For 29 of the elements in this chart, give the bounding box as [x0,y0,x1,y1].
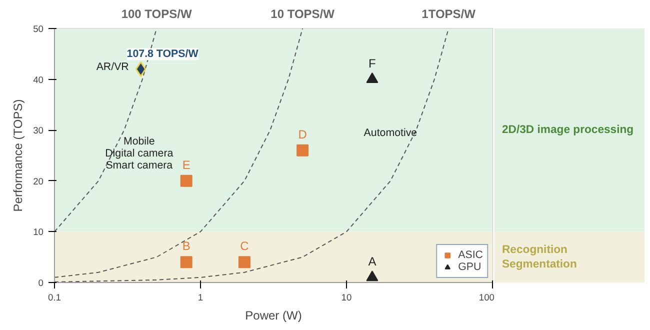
x-tick-label: 10 [341,292,352,302]
y-tick-label: 20 [33,176,44,186]
series-label: 1TOPS/W [422,6,476,21]
x-axis-title: Power (W) [245,308,302,322]
series-label: 10 TOPS/W [270,6,336,21]
annotation: Automotive [364,127,418,140]
legend-label: GPU [458,261,482,273]
annotation: C [240,239,250,254]
x-tick-label: 100 [478,292,495,302]
annotation: B [182,239,190,254]
annotation: Mobile Digital camera Smart camera [105,136,174,172]
y-tick-label: 50 [33,24,44,34]
annotation: AR/VR [96,61,130,74]
annotation: F [368,56,376,70]
y-tick-label: 40 [33,74,44,85]
series-label: 100 TOPS/W [121,6,192,21]
x-tick-label: 0.1 [48,292,61,302]
band-label: 2D/3D image processing [502,124,634,136]
legend-label: ASIC [458,249,483,261]
y-axis-title: Performance (TOPS) [11,99,26,212]
y-tick-label: 0 [38,278,44,288]
annotation: A [368,254,376,268]
y-tick-label: 10 [33,227,44,238]
annotation: D [298,127,308,142]
annotation: 107.8 TOPS/W [126,48,200,60]
x-tick-label: 1 [198,292,204,302]
annotation: E [182,158,190,172]
band-label: Recognition Segmentation [502,244,577,270]
y-tick-label: 30 [33,126,44,136]
